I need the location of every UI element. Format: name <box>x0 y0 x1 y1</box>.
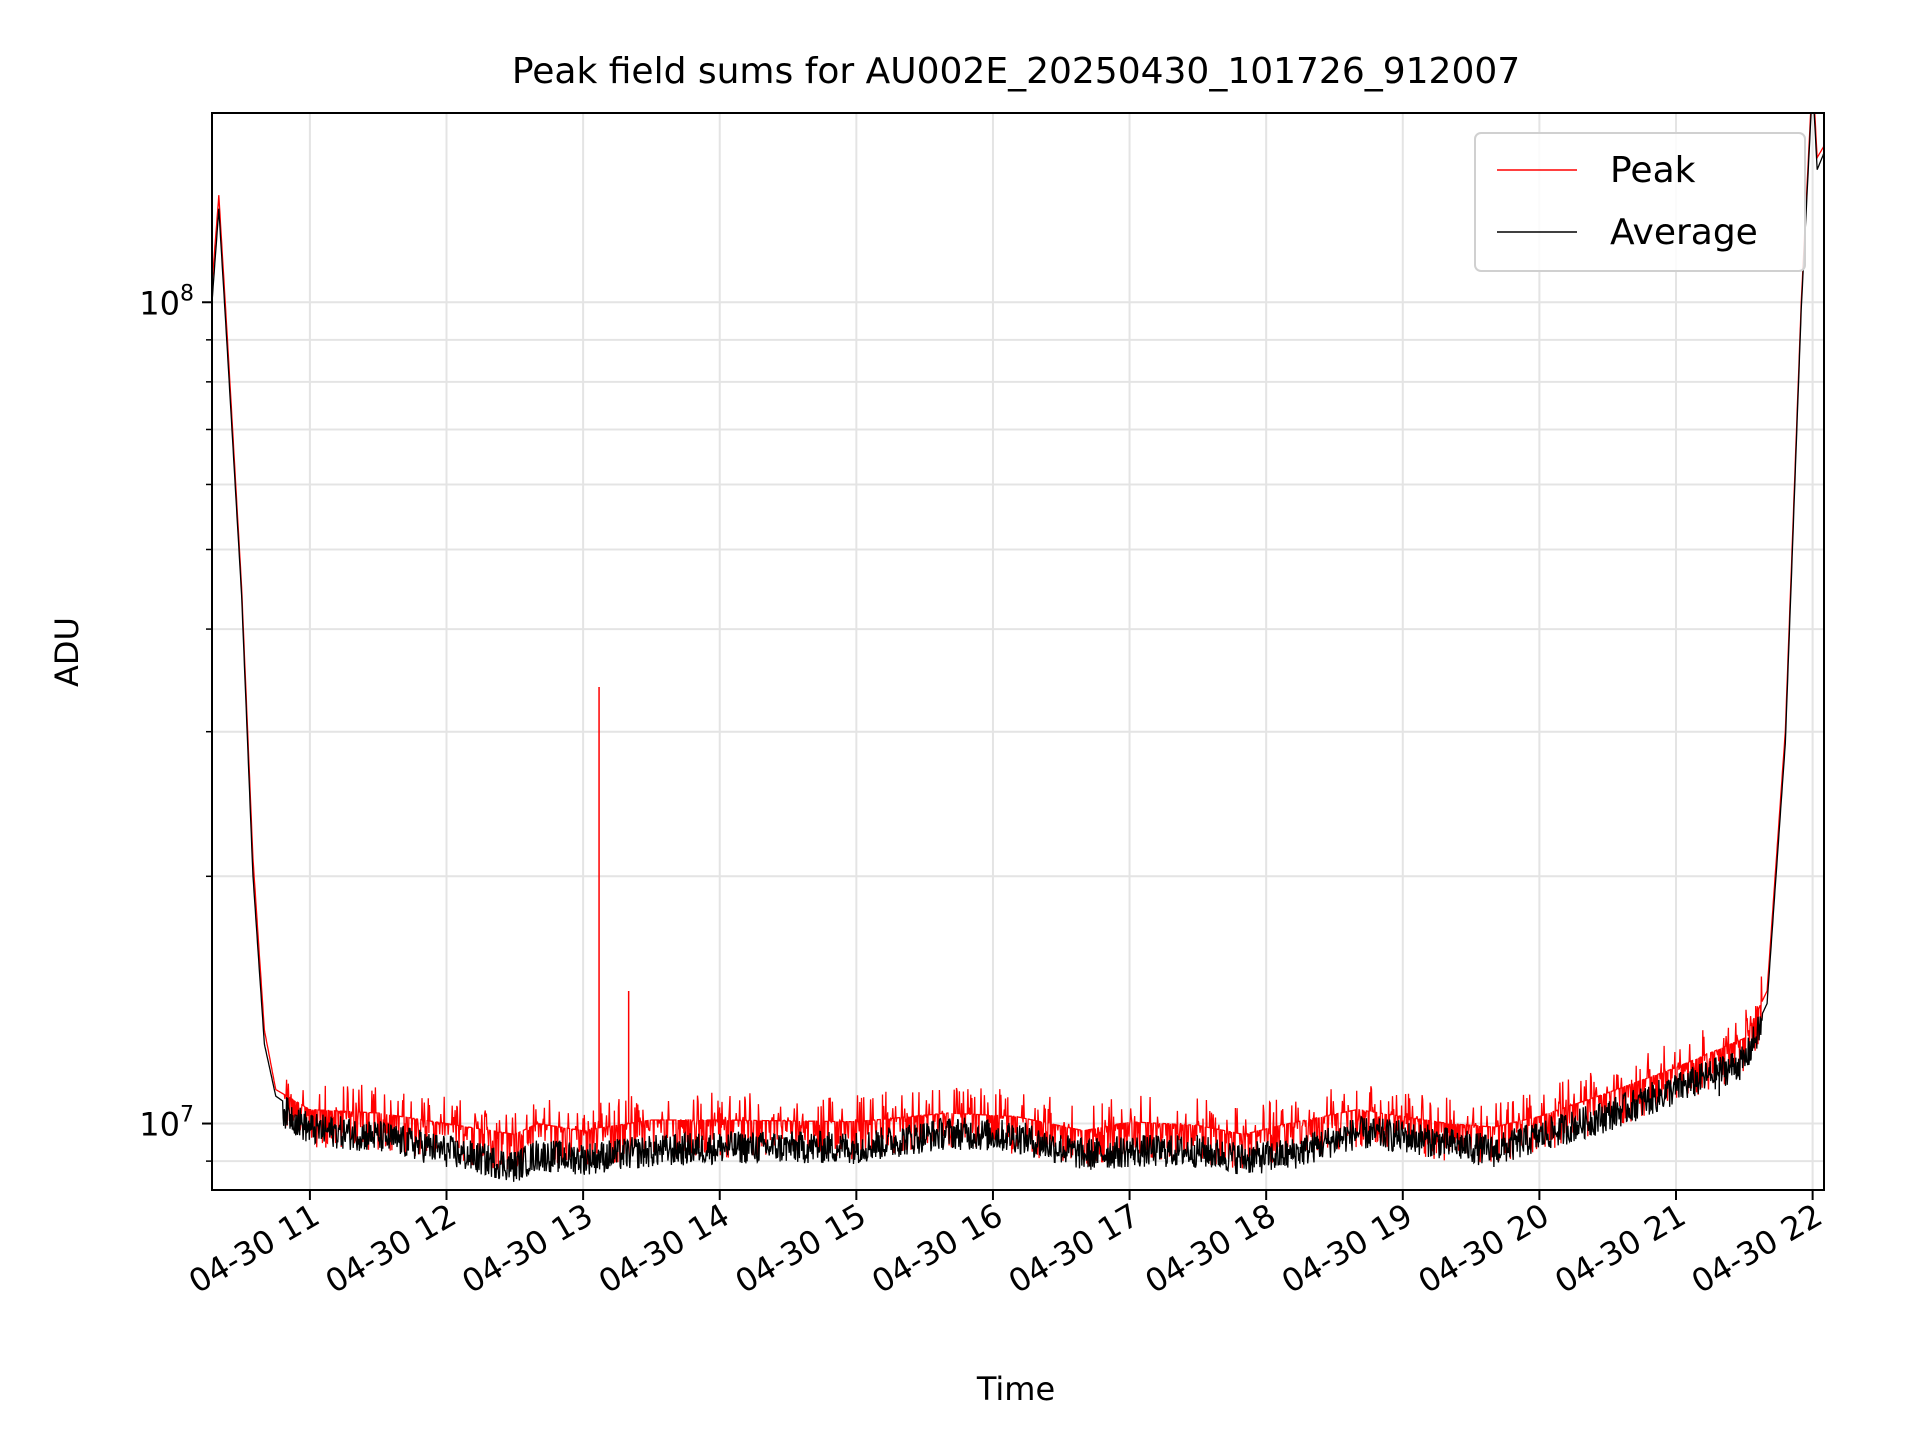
y-tick-base: 10 <box>139 1106 180 1144</box>
y-tick-base: 10 <box>139 284 180 322</box>
plot-area <box>212 113 1824 1182</box>
series-line-average <box>212 113 1824 1182</box>
legend-label-peak: Peak <box>1610 150 1696 191</box>
y-tick-label: 107 <box>139 1103 194 1144</box>
y-tick-exponent: 8 <box>180 281 194 306</box>
y-tick-exponent: 7 <box>180 1103 194 1128</box>
y-tick-label: 108 <box>139 281 194 322</box>
grid-lines <box>212 113 1824 1190</box>
legend-box <box>1474 132 1806 272</box>
legend: Peak Average <box>1474 132 1806 272</box>
series-layer <box>212 113 1824 1182</box>
plot-frame <box>211 112 1825 1191</box>
legend-label-average: Average <box>1610 212 1758 253</box>
x-axis-label: Time <box>976 1370 1055 1408</box>
y-axis-label: ADU <box>48 617 86 687</box>
chart-title: Peak field sums for AU002E_20250430_1017… <box>512 51 1520 92</box>
